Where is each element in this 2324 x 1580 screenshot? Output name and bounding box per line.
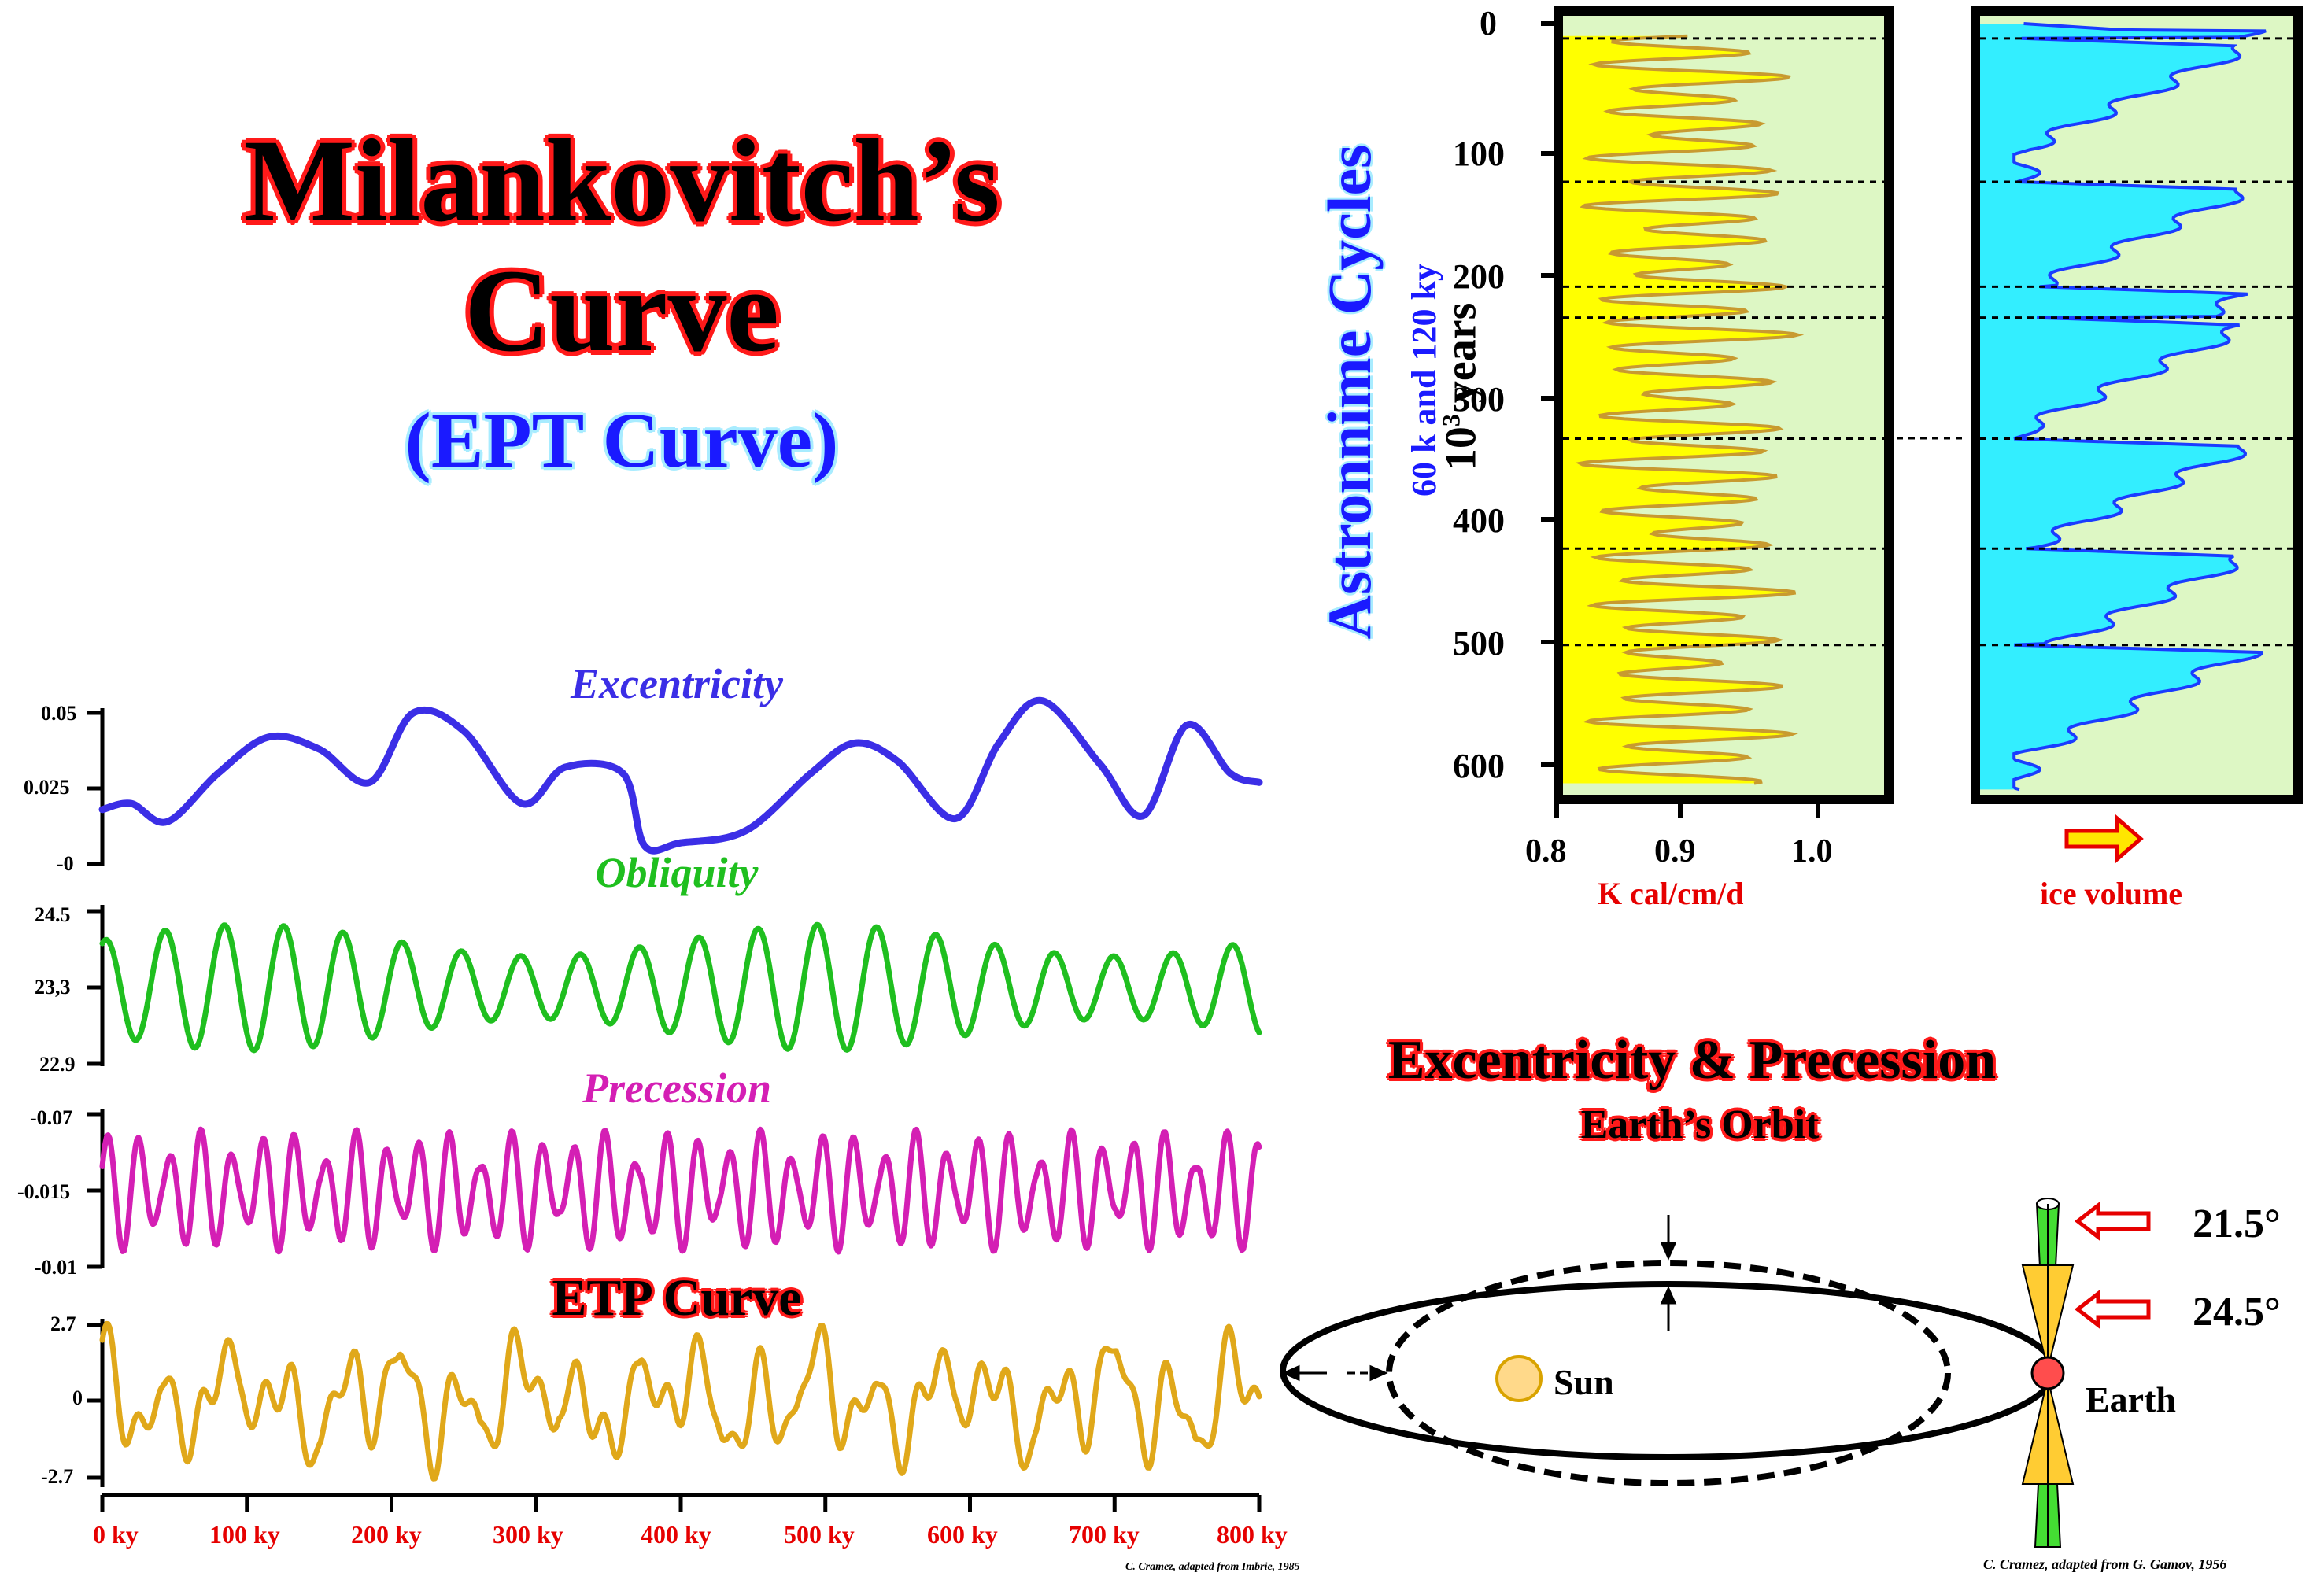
circular-orbit (1386, 1260, 1951, 1486)
prec-tick-top: -0.07 (30, 1106, 73, 1129)
excentricity-series (98, 696, 1263, 855)
excentricity-title: Excentricity (571, 660, 783, 707)
sun-label: Sun (1554, 1362, 1614, 1402)
rp-y-tick-600: 600 (1453, 747, 1505, 785)
rp-y-tick-300: 300 (1453, 380, 1505, 419)
rp-y-tick-100: 100 (1453, 135, 1505, 173)
etp-tick-bottom: -2.7 (41, 1465, 74, 1488)
x-tick-700: 700 ky (1069, 1520, 1140, 1549)
rp-y-tick-200: 200 (1453, 257, 1505, 296)
page-subtitle: (EPT Curve) (405, 397, 839, 484)
page-title-line-2: Curve (189, 252, 1055, 370)
x-tick-200: 200 ky (351, 1520, 422, 1549)
angle-label-1: 21.5° (2193, 1202, 2281, 1246)
vertical-title-block: Astronnime Cycles 60 k and 120 ky 103 ye… (1259, 110, 1485, 677)
x-tick-100: 100 ky (209, 1520, 280, 1549)
earth-orbit-diagram (1280, 1198, 2151, 1548)
precession-series (99, 1126, 1262, 1255)
rp-x-tick-08: 0.8 (1525, 833, 1567, 869)
rp-y-tick-500: 500 (1453, 624, 1505, 663)
angle-label-2: 24.5° (2193, 1290, 2281, 1335)
obliquity-series (99, 921, 1262, 1054)
x-tick-500: 500 ky (784, 1520, 855, 1549)
precession-title: Precession (582, 1065, 771, 1112)
page-title: Milankovitch’s (189, 122, 1055, 240)
earth-label: Earth (2086, 1379, 2176, 1419)
etp-tick-mid: 0 (72, 1386, 83, 1409)
x-tick-300: 300 ky (493, 1520, 563, 1549)
right-credit: C. Cramez, adapted from G. Gamov, 1956 (1983, 1556, 2227, 1572)
orbit-title: Excentricity & Precession (1387, 1030, 1997, 1091)
rp-x-tick-10: 1.0 (1791, 833, 1833, 869)
prec-tick-bottom: -0.01 (35, 1256, 78, 1279)
exc-tick-top: 0.05 (41, 702, 77, 725)
etp-title: ETP Curve (552, 1269, 802, 1327)
ice-volume-series (2012, 22, 2267, 792)
astronomic-cycles-title: Astronnime Cycles (1315, 144, 1384, 640)
x-tick-800: 800 ky (1217, 1520, 1288, 1549)
milankovitch-curves-chart (87, 696, 1263, 1512)
ice-volume-arrow-icon (2064, 814, 2144, 864)
ice-volume-label: ice volume (2040, 876, 2183, 911)
rp-x-label: K cal/cm/d (1598, 876, 1744, 911)
prec-tick-mid: -0.015 (17, 1180, 71, 1203)
x-tick-400: 400 ky (641, 1520, 711, 1549)
rp-x-tick-09: 0.9 (1654, 833, 1696, 869)
insolation-series (1575, 34, 1805, 785)
orbit-subtitle: Earth’s Orbit (1580, 1102, 1820, 1147)
ice-frame (1971, 6, 2303, 804)
exc-tick-bottom: -0 (57, 852, 74, 875)
sun-icon (1495, 1355, 1543, 1402)
obl-tick-top: 24.5 (35, 903, 71, 926)
rp-y-tick-400: 400 (1453, 501, 1505, 540)
exc-tick-mid: 0.025 (24, 776, 70, 799)
angle-arrow-upper-icon (2074, 1201, 2151, 1242)
ice-fill (1975, 24, 2266, 790)
earth-icon (2030, 1356, 2065, 1390)
left-credit: C. Cramez, adapted from Imbrie, 1985 (1125, 1561, 1300, 1573)
obl-tick-mid: 23,3 (35, 976, 71, 999)
title-line-2: Curve (464, 245, 779, 376)
title-line-1: Milankovitch’s (243, 116, 1000, 246)
obl-tick-bottom: 22.9 (39, 1053, 76, 1076)
etp-series (99, 1320, 1262, 1482)
x-tick-0: 0 ky (93, 1520, 139, 1549)
x-tick-600: 600 ky (927, 1520, 998, 1549)
etp-tick-top: 2.7 (50, 1312, 76, 1335)
years-base: 10 (1436, 426, 1486, 471)
obliquity-title: Obliquity (595, 849, 759, 896)
angle-arrow-lower-icon (2074, 1289, 2151, 1330)
insolation-ice-chart (1541, 6, 2303, 864)
rp-y-tick-0: 0 (1480, 4, 1497, 42)
